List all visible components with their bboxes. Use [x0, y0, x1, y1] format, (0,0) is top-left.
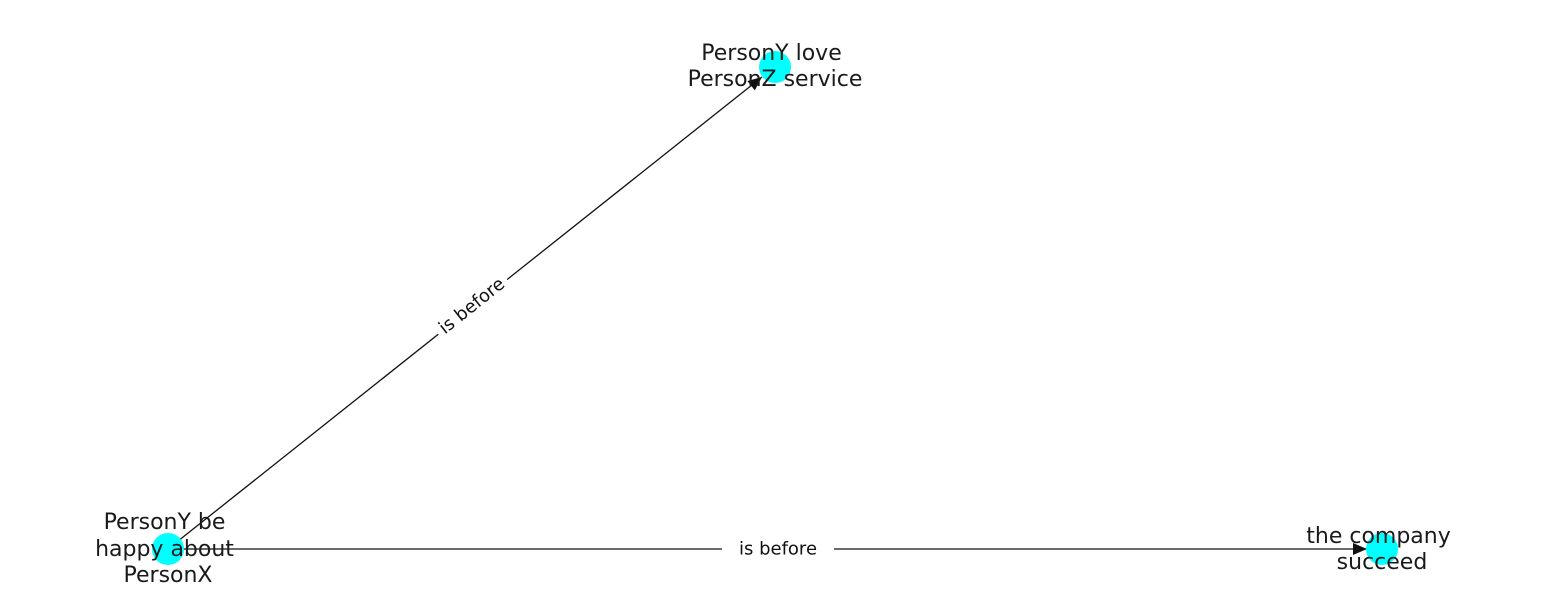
node-n1[interactable] — [759, 51, 791, 83]
nodes — [152, 51, 1398, 565]
node-label-n2: the company succeed — [1306, 524, 1458, 575]
edges — [167, 76, 1367, 555]
edge-label-n0-n2: is before — [722, 536, 834, 562]
node-labels: PersonY be happy about PersonX PersonY l… — [95, 41, 1458, 588]
edge-label-text: is before — [739, 539, 817, 560]
node-label-n1: PersonY love PersonZ service — [688, 41, 863, 92]
node-n2[interactable] — [1366, 533, 1398, 565]
edge-label-text: is before — [435, 273, 509, 338]
node-label-n0: PersonY be happy about PersonX — [95, 510, 241, 588]
node-n0[interactable] — [152, 533, 184, 565]
edge-label-n0-n1: is before — [428, 267, 516, 345]
edge-labels: is before is before — [428, 267, 834, 562]
